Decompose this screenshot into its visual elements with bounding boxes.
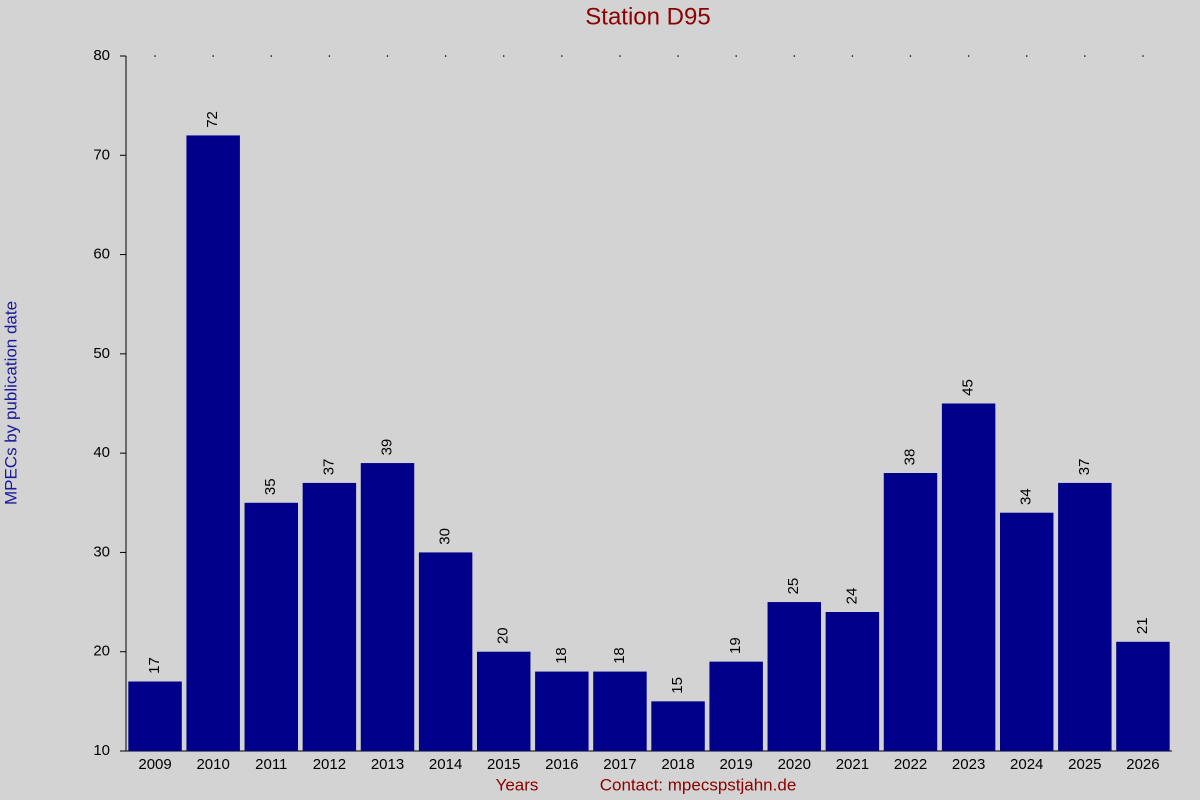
top-dot <box>1084 55 1086 57</box>
x-axis-label: Years <box>496 775 539 794</box>
bar <box>651 701 705 751</box>
top-dot <box>154 55 156 57</box>
bar <box>302 482 357 751</box>
chart-title: Station D95 <box>585 3 710 30</box>
x-tick-label: 2022 <box>894 756 927 773</box>
top-dot <box>967 55 970 57</box>
x-tick-label: 2021 <box>836 756 869 773</box>
top-dot <box>502 55 505 57</box>
y-tick-label: 30 <box>93 543 110 560</box>
data-label: 39 <box>378 439 395 456</box>
x-tick-label: 2018 <box>661 756 694 773</box>
bar <box>593 671 647 751</box>
bar <box>535 671 589 751</box>
bar <box>825 612 880 751</box>
x-tick-label: 2025 <box>1068 756 1101 773</box>
data-label: 34 <box>1018 488 1035 505</box>
data-label: 30 <box>437 528 454 545</box>
x-tick-label: 2026 <box>1126 756 1159 773</box>
top-dot <box>1025 55 1028 57</box>
data-label: 18 <box>553 647 570 664</box>
data-label: 45 <box>960 379 977 396</box>
data-label: 18 <box>611 647 628 664</box>
top-dot <box>270 55 273 57</box>
x-tick-label: 2013 <box>371 756 404 773</box>
top-dot <box>561 55 563 57</box>
top-dot <box>328 55 331 57</box>
top-dot <box>386 55 389 57</box>
x-tick-label: 2017 <box>603 756 636 773</box>
x-tick-label: 2011 <box>255 756 287 773</box>
data-label: 37 <box>1076 459 1093 476</box>
bar <box>244 502 299 751</box>
bar <box>1116 641 1170 751</box>
bar <box>999 512 1054 751</box>
data-label: 72 <box>204 111 221 128</box>
data-label: 21 <box>1134 617 1151 634</box>
x-tick-label: 2016 <box>545 756 578 773</box>
y-tick-label: 10 <box>93 742 110 759</box>
y-tick-label: 60 <box>93 246 110 263</box>
data-label: 24 <box>843 588 860 605</box>
bar <box>1058 482 1112 751</box>
x-tick-label: 2019 <box>719 756 752 773</box>
data-label: 35 <box>262 478 279 495</box>
y-tick-label: 40 <box>93 444 110 461</box>
bar <box>418 552 473 751</box>
bar <box>883 473 938 751</box>
data-label: 15 <box>669 677 686 694</box>
top-dot <box>619 55 621 57</box>
bar <box>709 661 763 751</box>
top-dot <box>793 55 796 57</box>
bar <box>941 403 996 751</box>
x-tick-label: 2010 <box>196 756 229 773</box>
top-dot <box>851 55 854 57</box>
annotation: Contact: mpecspstjahn.de <box>600 775 797 794</box>
x-tick-label: 2012 <box>313 756 346 773</box>
data-label: 37 <box>320 459 337 476</box>
top-dot <box>909 55 912 57</box>
data-label: 25 <box>785 578 802 595</box>
y-axis-label: MPECs by publication date <box>1 301 20 505</box>
top-dot <box>1142 55 1144 57</box>
y-tick-label: 20 <box>93 643 110 660</box>
data-label: 19 <box>727 637 744 654</box>
x-tick-label: 2015 <box>487 756 520 773</box>
data-label: 38 <box>901 449 918 466</box>
top-dot <box>444 55 447 57</box>
top-dot <box>677 55 679 57</box>
bar <box>186 135 240 751</box>
x-tick-label: 2023 <box>952 756 985 773</box>
top-dot <box>212 55 214 57</box>
x-tick-label: 2020 <box>778 756 811 773</box>
data-label: 17 <box>146 657 163 674</box>
data-label: 20 <box>495 627 512 644</box>
bar <box>476 651 531 751</box>
top-dot <box>735 55 737 57</box>
x-tick-label: 2014 <box>429 756 462 773</box>
x-tick-label: 2024 <box>1010 756 1043 773</box>
y-tick-label: 80 <box>93 47 110 64</box>
bar <box>360 463 415 751</box>
y-tick-label: 70 <box>93 146 110 163</box>
y-tick-label: 50 <box>93 345 110 362</box>
bar <box>767 602 822 751</box>
bar <box>128 681 182 751</box>
x-tick-label: 2009 <box>138 756 171 773</box>
